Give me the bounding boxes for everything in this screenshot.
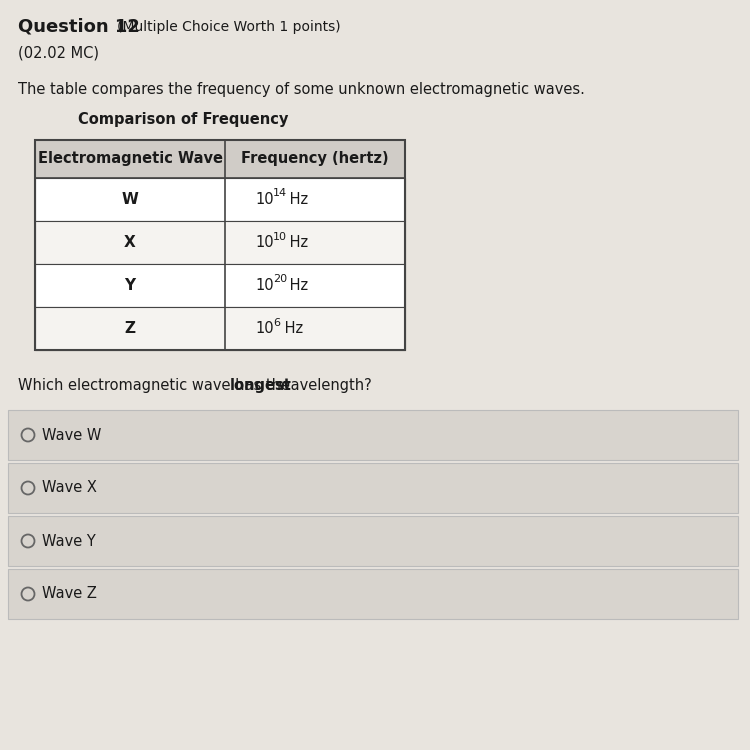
Bar xyxy=(35,140,405,178)
Bar xyxy=(35,307,405,350)
Text: Wave W: Wave W xyxy=(42,427,101,442)
Text: 10: 10 xyxy=(255,192,274,207)
Text: Question 12: Question 12 xyxy=(18,18,140,36)
Text: 6: 6 xyxy=(273,317,280,328)
Bar xyxy=(35,178,405,221)
Text: 10: 10 xyxy=(255,321,274,336)
Text: 14: 14 xyxy=(273,188,287,199)
Bar xyxy=(8,569,738,619)
Bar xyxy=(8,516,738,566)
Text: 10: 10 xyxy=(255,235,274,250)
Bar xyxy=(8,410,738,460)
Text: (02.02 MC): (02.02 MC) xyxy=(18,46,99,61)
Text: Wave Y: Wave Y xyxy=(42,533,96,548)
Text: wavelength?: wavelength? xyxy=(274,378,372,393)
Text: Electromagnetic Wave: Electromagnetic Wave xyxy=(38,152,223,166)
Text: The table compares the frequency of some unknown electromagnetic waves.: The table compares the frequency of some… xyxy=(18,82,585,97)
Text: longest: longest xyxy=(230,378,292,393)
Text: Hz: Hz xyxy=(285,192,308,207)
Bar xyxy=(35,140,405,350)
Text: X: X xyxy=(124,235,136,250)
Text: 10: 10 xyxy=(255,278,274,293)
Text: Which electromagnetic wave has the: Which electromagnetic wave has the xyxy=(18,378,295,393)
Text: Y: Y xyxy=(124,278,136,293)
Text: Frequency (hertz): Frequency (hertz) xyxy=(242,152,388,166)
Text: Wave X: Wave X xyxy=(42,481,97,496)
Bar xyxy=(8,463,738,513)
Text: 10: 10 xyxy=(273,232,287,242)
Bar xyxy=(35,221,405,264)
Text: Z: Z xyxy=(124,321,136,336)
Bar xyxy=(35,264,405,307)
Text: Comparison of Frequency: Comparison of Frequency xyxy=(78,112,288,127)
Text: Hz: Hz xyxy=(280,321,303,336)
Text: Wave Z: Wave Z xyxy=(42,586,97,602)
Text: (Multiple Choice Worth 1 points): (Multiple Choice Worth 1 points) xyxy=(117,20,340,34)
Text: 20: 20 xyxy=(273,274,287,284)
Text: W: W xyxy=(122,192,139,207)
Text: Hz: Hz xyxy=(285,235,308,250)
Text: Hz: Hz xyxy=(285,278,308,293)
